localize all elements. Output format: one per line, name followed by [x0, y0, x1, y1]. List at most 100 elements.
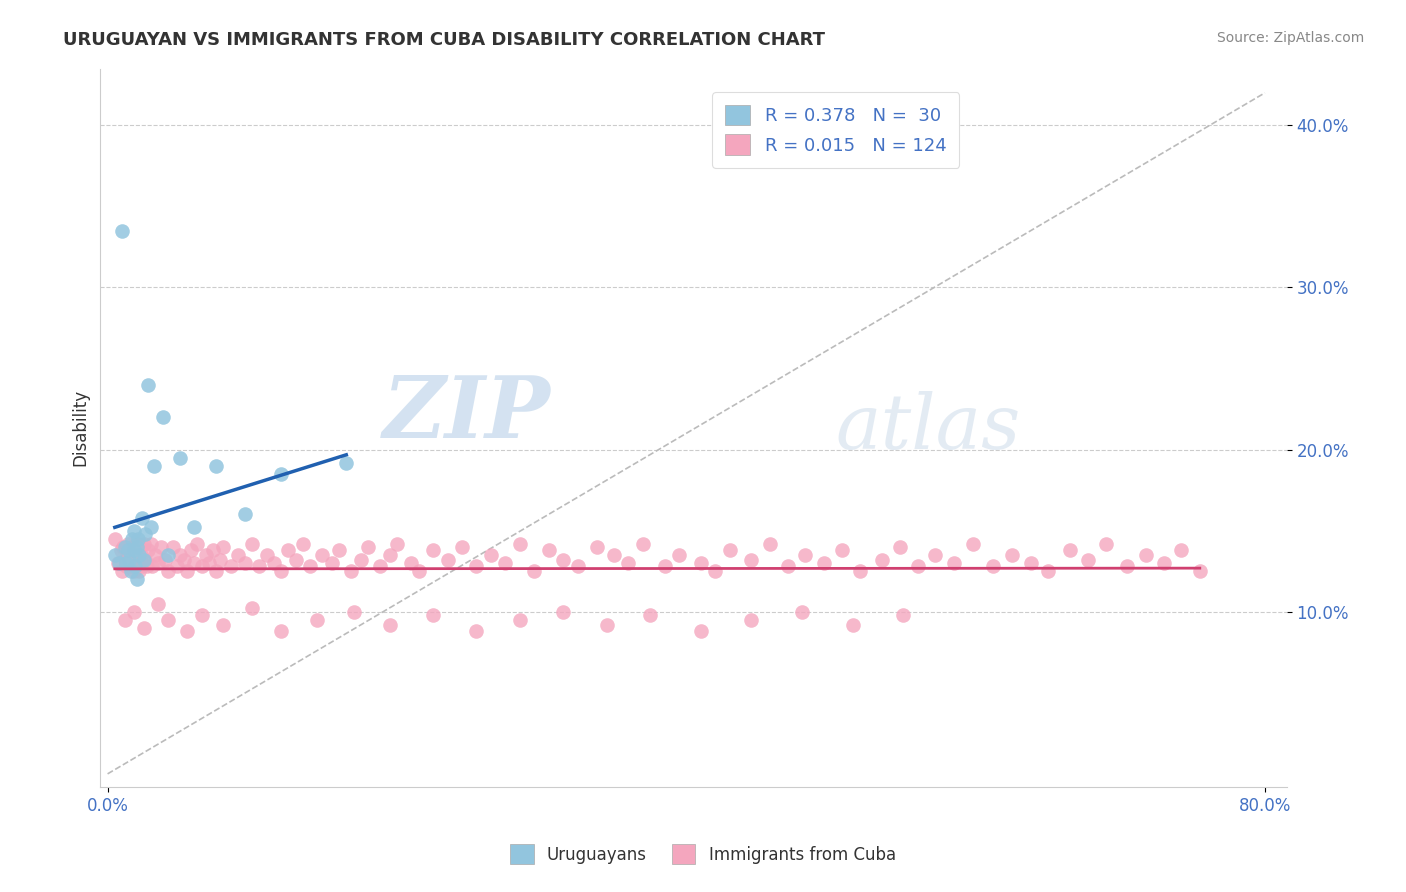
Point — [205, 564, 228, 578]
Point — [114, 553, 136, 567]
Point — [180, 543, 202, 558]
Text: URUGUAYAN VS IMMIGRANTS FROM CUBA DISABILITY CORRELATION CHART: URUGUAYAN VS IMMIGRANTS FROM CUBA DISABI… — [63, 31, 825, 49]
Point — [125, 540, 148, 554]
Point — [152, 410, 174, 425]
Point — [277, 543, 299, 558]
Point — [270, 624, 292, 639]
Point — [108, 556, 131, 570]
Point — [127, 536, 149, 550]
Point — [150, 540, 173, 554]
Point — [1019, 556, 1042, 570]
Point — [422, 607, 444, 622]
Point — [115, 556, 138, 570]
Point — [202, 543, 225, 558]
Point — [121, 532, 143, 546]
Point — [849, 564, 872, 578]
Point — [155, 553, 177, 567]
Point — [1059, 543, 1081, 558]
Point — [307, 613, 329, 627]
Point — [841, 617, 863, 632]
Text: Source: ZipAtlas.com: Source: ZipAtlas.com — [1216, 31, 1364, 45]
Point — [173, 553, 195, 567]
Point — [128, 548, 150, 562]
Point — [117, 536, 139, 550]
Point — [889, 540, 911, 554]
Point — [1094, 536, 1116, 550]
Point — [813, 556, 835, 570]
Point — [924, 548, 946, 562]
Point — [114, 613, 136, 627]
Point — [284, 553, 307, 567]
Point — [891, 607, 914, 622]
Point — [668, 548, 690, 562]
Point — [169, 548, 191, 562]
Point — [617, 556, 640, 570]
Point — [740, 553, 762, 567]
Point — [1036, 564, 1059, 578]
Point — [176, 564, 198, 578]
Point — [378, 548, 401, 562]
Point — [136, 377, 159, 392]
Point — [135, 559, 157, 574]
Point — [704, 564, 727, 578]
Point — [190, 559, 212, 574]
Point — [328, 543, 350, 558]
Point — [759, 536, 782, 550]
Point — [122, 553, 145, 567]
Point — [870, 553, 893, 567]
Point — [465, 624, 488, 639]
Point — [689, 556, 711, 570]
Point — [114, 540, 136, 554]
Point — [776, 559, 799, 574]
Point — [209, 553, 232, 567]
Point — [186, 536, 208, 550]
Point — [131, 510, 153, 524]
Point — [198, 556, 221, 570]
Point — [129, 548, 152, 562]
Point — [479, 548, 502, 562]
Point — [104, 532, 127, 546]
Point — [148, 597, 170, 611]
Point — [537, 543, 560, 558]
Point — [638, 607, 661, 622]
Point — [291, 536, 314, 550]
Point — [385, 536, 408, 550]
Point — [422, 543, 444, 558]
Point — [121, 540, 143, 554]
Point — [631, 536, 654, 550]
Point — [1135, 548, 1157, 562]
Point — [117, 543, 139, 558]
Point — [124, 543, 146, 558]
Point — [125, 556, 148, 570]
Point — [122, 605, 145, 619]
Point — [335, 456, 357, 470]
Point — [128, 564, 150, 578]
Point — [118, 548, 141, 562]
Point — [226, 548, 249, 562]
Point — [270, 564, 292, 578]
Point — [148, 556, 170, 570]
Point — [981, 559, 1004, 574]
Point — [408, 564, 430, 578]
Point — [183, 556, 205, 570]
Point — [401, 556, 423, 570]
Point — [190, 607, 212, 622]
Point — [233, 508, 256, 522]
Point — [125, 572, 148, 586]
Point — [134, 553, 156, 567]
Point — [321, 556, 343, 570]
Point — [233, 556, 256, 570]
Point — [350, 553, 373, 567]
Point — [907, 559, 929, 574]
Point — [249, 559, 271, 574]
Point — [212, 540, 235, 554]
Point — [122, 564, 145, 578]
Point — [790, 605, 813, 619]
Point — [183, 520, 205, 534]
Point — [509, 536, 531, 550]
Point — [110, 543, 132, 558]
Point — [603, 548, 626, 562]
Point — [122, 543, 145, 558]
Legend: Uruguayans, Immigrants from Cuba: Uruguayans, Immigrants from Cuba — [503, 838, 903, 871]
Point — [553, 553, 575, 567]
